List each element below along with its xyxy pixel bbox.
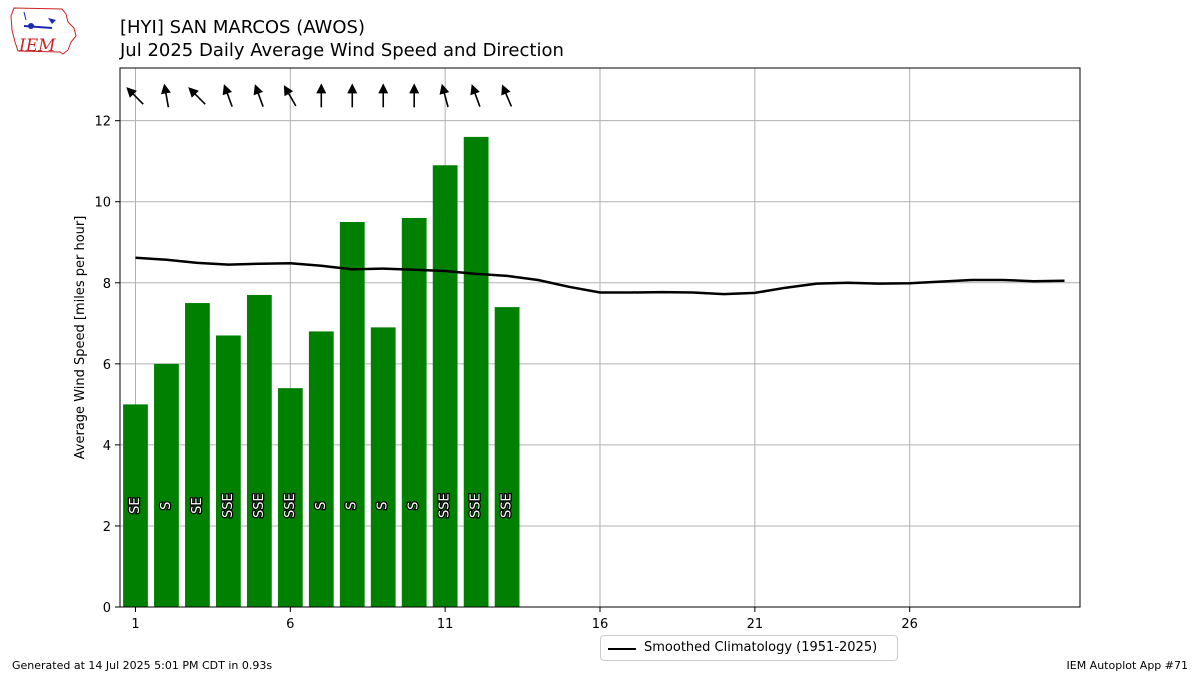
- iem-logo: IEM: [10, 7, 77, 56]
- wind-arrow-day-2: [161, 83, 171, 108]
- wind-arrow-head: [222, 84, 233, 96]
- y-tick-label: 2: [103, 520, 111, 535]
- wind-arrow-day-4: [222, 84, 233, 107]
- wind-arrow-head: [253, 84, 264, 96]
- wind-arrow-head: [378, 83, 389, 94]
- x-tick-label: 6: [286, 617, 294, 632]
- wind-arrow-day-8: [347, 83, 358, 108]
- bar-day-2: [154, 363, 179, 607]
- chart-title: [HYI] SAN MARCOS (AWOS): [120, 17, 365, 38]
- bar-day-10: [401, 217, 427, 607]
- x-tick-label: 11: [437, 617, 454, 632]
- bar-day-3: [185, 303, 210, 607]
- wind-arrow-day-5: [253, 84, 264, 107]
- direction-label-day-4: SSE: [221, 493, 236, 518]
- wind-arrow-head: [316, 83, 327, 94]
- generated-timestamp: Generated at 14 Jul 2025 5:01 PM CDT in …: [12, 659, 273, 672]
- y-tick-label: 6: [103, 358, 111, 373]
- bars: [123, 136, 520, 608]
- bar-day-1: [123, 404, 148, 607]
- wind-arrow-day-11: [439, 83, 450, 108]
- direction-label-day-5: SSE: [252, 493, 267, 518]
- climatology-line: [135, 256, 1065, 296]
- direction-label-day-1: SE: [128, 497, 143, 513]
- wind-arrow-shaft: [256, 91, 264, 107]
- direction-label-day-6: SSE: [283, 493, 298, 518]
- bar-day-13: [494, 307, 520, 607]
- wind-arrow-day-13: [501, 84, 513, 107]
- x-tick-label: 1: [131, 617, 139, 632]
- wind-arrow-shaft: [504, 91, 513, 107]
- bar-day-4: [216, 335, 241, 607]
- wind-arrow-shaft: [287, 91, 297, 107]
- wind-arrow-head: [347, 83, 358, 94]
- bar-day-11: [432, 165, 458, 607]
- wind-arrow-day-9: [378, 83, 389, 108]
- y-tick-label: 4: [103, 439, 111, 454]
- app-label: IEM Autoplot App #71: [1066, 659, 1189, 672]
- wind-arrow-day-7: [316, 83, 327, 108]
- legend-line-swatch: [608, 648, 636, 650]
- x-tick-label: 26: [901, 617, 918, 632]
- y-tick-label: 8: [103, 277, 111, 292]
- wind-arrow-day-3: [188, 87, 206, 105]
- x-tick-label: 21: [747, 617, 764, 632]
- direction-label-day-11: SSE: [438, 493, 453, 518]
- wind-arrow-day-12: [470, 84, 481, 107]
- wind-arrow-day-10: [409, 83, 420, 108]
- legend-label: Smoothed Climatology (1951-2025): [644, 640, 878, 655]
- wind-arrow-head: [161, 83, 171, 95]
- chart-subtitle: Jul 2025 Daily Average Wind Speed and Di…: [120, 40, 564, 61]
- direction-arrows: [126, 83, 513, 108]
- wind-arrow-day-1: [126, 87, 144, 105]
- wind-arrow-day-6: [283, 85, 297, 107]
- y-tick-label: 0: [103, 601, 111, 616]
- direction-label-day-10: S: [407, 502, 422, 510]
- bar-day-7: [308, 331, 334, 607]
- bar-day-6: [277, 388, 303, 607]
- x-tick-label: 16: [592, 617, 609, 632]
- wind-arrow-shaft: [193, 92, 206, 105]
- direction-label-day-8: S: [345, 502, 360, 510]
- y-axis-label: Average Wind Speed [miles per hour]: [73, 216, 88, 460]
- bar-day-8: [339, 222, 365, 607]
- wind-arrow-head: [470, 84, 480, 96]
- direction-label-day-9: S: [376, 502, 391, 510]
- direction-labels: SE S SE SSE SSE SSE S S S S SSE SSE SSE: [127, 492, 516, 519]
- direction-label-day-7: S: [314, 502, 329, 510]
- climatology-series: [135, 256, 1065, 296]
- bar-day-9: [370, 327, 396, 607]
- wind-arrow-head: [439, 83, 450, 95]
- direction-label-day-3: SE: [190, 497, 205, 513]
- wind-arrow-head: [283, 85, 294, 97]
- direction-label-day-12: SSE: [469, 493, 484, 518]
- wind-arrow-head: [501, 84, 511, 96]
- legend: Smoothed Climatology (1951-2025): [600, 635, 898, 661]
- logo-text: IEM: [18, 36, 56, 56]
- wind-arrow-shaft: [443, 91, 449, 108]
- bar-day-5: [246, 294, 272, 607]
- wind-arrow-shaft: [131, 92, 144, 105]
- y-tick-label: 10: [94, 196, 111, 211]
- bar-day-12: [463, 136, 489, 608]
- wind-arrow-shaft: [164, 91, 170, 108]
- direction-label-day-2: S: [159, 502, 174, 510]
- y-tick-label: 12: [94, 115, 111, 130]
- wind-arrow-shaft: [225, 91, 233, 107]
- wind-arrow-head: [409, 83, 420, 94]
- wind-arrow-shaft: [473, 91, 481, 107]
- direction-label-day-13: SSE: [500, 493, 515, 518]
